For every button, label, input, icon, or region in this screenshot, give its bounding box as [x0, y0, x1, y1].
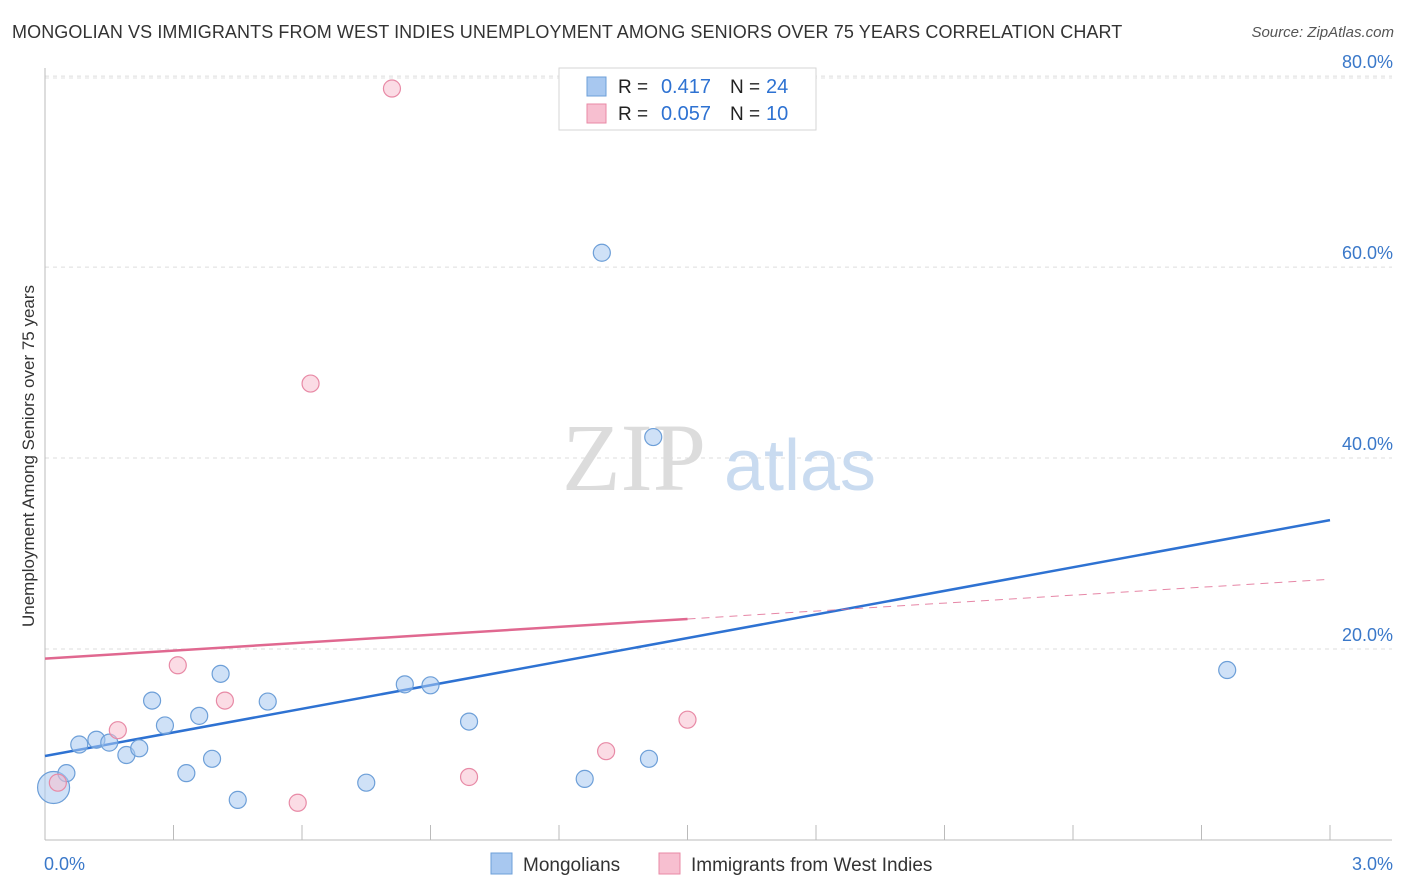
- y-axis-label: Unemployment Among Seniors over 75 years: [19, 285, 38, 627]
- data-point: [639, 749, 659, 768]
- data-point: [142, 691, 162, 710]
- axis-layer: 20.0% 40.0% 60.0% 80.0% 0.0% 3.0%: [44, 52, 1393, 874]
- data-point: [459, 767, 479, 787]
- data-point: [108, 721, 127, 740]
- stats-n-value: 10: [766, 103, 788, 125]
- x-tick-label: 3.0%: [1352, 854, 1393, 874]
- trend-line-solid: [44, 518, 1331, 758]
- data-point: [575, 769, 594, 788]
- stats-legend: R = 0.417 N = 24 R = 0.057 N = 10: [558, 67, 817, 131]
- data-point: [357, 773, 376, 792]
- chart-title: MONGOLIAN VS IMMIGRANTS FROM WEST INDIES…: [12, 22, 1123, 42]
- data-point: [421, 676, 440, 695]
- data-point: [130, 739, 149, 758]
- data-point: [1218, 660, 1237, 680]
- stats-n-value: 24: [766, 76, 788, 98]
- y-tick-label: 40.0%: [1342, 434, 1393, 454]
- data-point: [382, 79, 402, 98]
- chart-source: Source: ZipAtlas.com: [1251, 24, 1394, 41]
- data-point: [168, 656, 187, 675]
- data-point: [288, 793, 307, 812]
- watermark-atlas: atlas: [724, 426, 876, 506]
- data-point: [155, 716, 175, 735]
- y-tick-label: 60.0%: [1342, 243, 1393, 263]
- y-tick-label: 20.0%: [1342, 625, 1393, 645]
- data-point: [592, 243, 611, 262]
- data-point: [597, 742, 616, 761]
- stats-r-value: 0.057: [661, 103, 711, 125]
- stats-r-value: 0.417: [661, 76, 711, 98]
- data-point: [215, 691, 234, 710]
- data-point: [70, 735, 89, 754]
- trend-layer: [44, 518, 1331, 758]
- trend-line-dashed: [687, 578, 1331, 620]
- stats-legend-swatch: [586, 103, 607, 124]
- legend-label: Mongolians: [523, 855, 620, 876]
- data-point: [177, 764, 196, 783]
- stats-legend-swatch: [586, 76, 607, 97]
- data-point: [258, 692, 277, 711]
- grid-layer: [45, 75, 1392, 650]
- stats-n-label: N =: [730, 77, 760, 98]
- data-point: [459, 712, 479, 731]
- y-tick-label: 80.0%: [1342, 52, 1393, 72]
- data-point: [395, 675, 414, 694]
- data-point: [48, 773, 67, 792]
- legend-swatch: [658, 852, 681, 875]
- watermark-zip: ZIP: [562, 404, 706, 511]
- bottom-legend: Mongolians Immigrants from West Indies: [490, 852, 932, 876]
- data-point: [644, 427, 663, 447]
- points-layer: [36, 79, 1237, 812]
- data-point: [190, 706, 209, 725]
- data-point: [100, 733, 119, 752]
- watermark: ZIP atlas: [562, 404, 876, 511]
- data-point: [211, 664, 230, 683]
- stats-r-label: R =: [618, 104, 648, 125]
- data-point: [228, 790, 247, 809]
- data-point: [678, 710, 697, 729]
- legend-swatch: [490, 852, 513, 875]
- legend-label: Immigrants from West Indies: [691, 855, 932, 876]
- x-tick-label: 0.0%: [44, 854, 85, 874]
- stats-n-label: N =: [730, 104, 760, 125]
- stats-r-label: R =: [618, 77, 648, 98]
- trend-line-solid: [44, 617, 688, 660]
- data-point: [202, 749, 222, 768]
- data-point: [301, 374, 320, 393]
